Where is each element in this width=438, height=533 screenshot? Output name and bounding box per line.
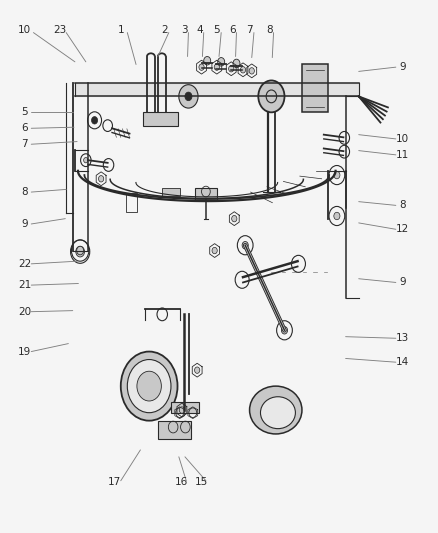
Text: 2: 2 xyxy=(161,25,168,35)
Circle shape xyxy=(232,215,237,222)
Circle shape xyxy=(137,371,161,401)
Text: 12: 12 xyxy=(396,224,409,235)
Ellipse shape xyxy=(261,397,295,429)
Circle shape xyxy=(99,175,104,182)
Circle shape xyxy=(77,246,84,255)
Text: 9: 9 xyxy=(21,219,28,229)
Text: 9: 9 xyxy=(399,278,406,287)
Text: 3: 3 xyxy=(181,25,187,35)
Text: 8: 8 xyxy=(21,187,28,197)
Circle shape xyxy=(121,352,177,421)
Circle shape xyxy=(242,241,248,249)
Text: 22: 22 xyxy=(18,259,32,269)
FancyBboxPatch shape xyxy=(171,402,199,413)
Text: 10: 10 xyxy=(18,25,31,35)
Text: 16: 16 xyxy=(175,477,188,487)
Circle shape xyxy=(194,367,200,373)
Circle shape xyxy=(258,80,285,112)
FancyBboxPatch shape xyxy=(162,188,180,196)
FancyBboxPatch shape xyxy=(302,64,328,112)
Text: 23: 23 xyxy=(53,25,66,35)
Text: 20: 20 xyxy=(18,306,31,317)
Circle shape xyxy=(334,212,340,220)
Circle shape xyxy=(84,158,88,163)
Text: 21: 21 xyxy=(18,280,32,290)
Circle shape xyxy=(334,171,340,179)
Text: 10: 10 xyxy=(396,134,409,144)
Circle shape xyxy=(282,327,288,334)
Circle shape xyxy=(179,407,184,413)
Circle shape xyxy=(199,64,204,70)
Text: 19: 19 xyxy=(18,346,32,357)
Circle shape xyxy=(185,92,192,101)
Circle shape xyxy=(249,68,254,74)
Text: 5: 5 xyxy=(21,107,28,117)
Text: 7: 7 xyxy=(246,25,253,35)
Circle shape xyxy=(240,67,246,73)
Text: 7: 7 xyxy=(21,139,28,149)
FancyBboxPatch shape xyxy=(158,421,191,439)
Text: 6: 6 xyxy=(21,123,28,133)
Circle shape xyxy=(218,58,225,66)
Text: 14: 14 xyxy=(396,357,409,367)
Circle shape xyxy=(214,64,219,70)
Text: 6: 6 xyxy=(229,25,235,35)
Circle shape xyxy=(127,360,171,413)
Circle shape xyxy=(212,247,217,254)
Circle shape xyxy=(76,246,85,257)
Text: 11: 11 xyxy=(396,150,409,160)
Text: 8: 8 xyxy=(399,200,406,211)
Text: 4: 4 xyxy=(196,25,203,35)
Text: 5: 5 xyxy=(213,25,220,35)
Circle shape xyxy=(179,85,198,108)
Text: 1: 1 xyxy=(117,25,124,35)
Text: 15: 15 xyxy=(195,477,208,487)
Circle shape xyxy=(229,66,234,72)
Ellipse shape xyxy=(250,386,302,434)
FancyBboxPatch shape xyxy=(195,188,217,200)
Text: 17: 17 xyxy=(108,477,121,487)
Circle shape xyxy=(92,117,98,124)
Circle shape xyxy=(233,59,240,68)
Text: 8: 8 xyxy=(266,25,272,35)
Text: 9: 9 xyxy=(399,62,406,72)
FancyBboxPatch shape xyxy=(143,112,177,126)
Circle shape xyxy=(204,56,211,65)
Text: 13: 13 xyxy=(396,333,409,343)
